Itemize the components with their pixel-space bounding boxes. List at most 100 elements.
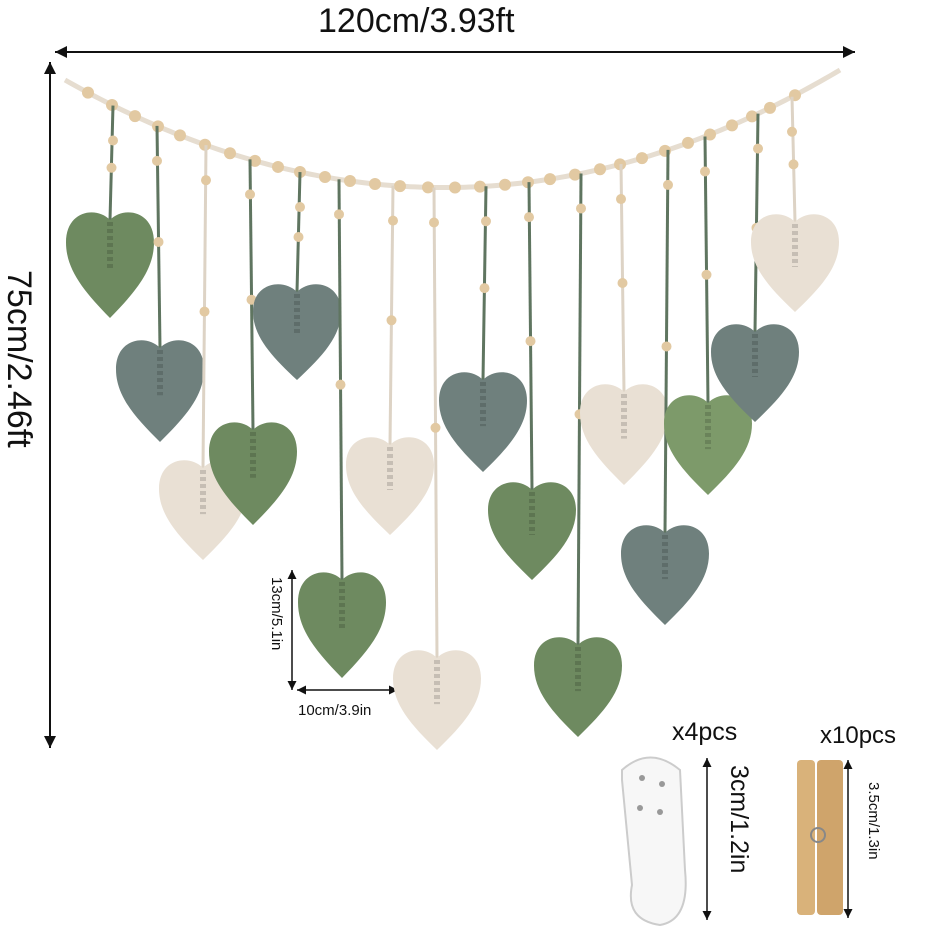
clip-quantity: x10pcs <box>820 722 897 749</box>
height-arrow-head <box>44 62 56 74</box>
cord-bead <box>388 215 398 226</box>
cord-bead <box>616 194 626 205</box>
macrame-leaf <box>621 525 709 625</box>
height-arrow-head <box>44 736 56 748</box>
width-label: 120cm/3.93ft <box>318 2 515 40</box>
cord-bead <box>334 209 344 220</box>
macrame-leaf <box>116 340 204 442</box>
wall-hook-icon <box>621 756 687 927</box>
rope-bead <box>174 129 186 142</box>
hook-size: 3cm/1.2in <box>725 765 753 874</box>
cord-bead <box>481 216 491 227</box>
cord-bead <box>661 341 672 352</box>
leaf-width-arrow-head <box>297 685 306 695</box>
rope-bead <box>682 136 694 149</box>
macrame-leaf <box>66 212 154 318</box>
macrame-leaf <box>580 384 668 485</box>
cord-bead <box>617 278 628 289</box>
cord-bead <box>701 269 712 280</box>
cord-bead <box>335 379 346 390</box>
rope-bead <box>82 86 94 99</box>
hook-nail-hole <box>637 805 643 811</box>
cord-bead <box>524 212 534 223</box>
hook-nail-hole <box>657 809 663 815</box>
macrame-leaf <box>751 214 839 312</box>
cord-bead <box>108 135 118 146</box>
rope-bead <box>449 181 461 194</box>
clip-size-arrow-head <box>843 760 853 769</box>
cord-bead <box>386 315 397 326</box>
rope-bead <box>319 170 331 183</box>
clothespin-spring <box>810 827 826 843</box>
rope-bead <box>272 160 284 173</box>
cord-bead <box>430 422 441 433</box>
rope-bead <box>422 181 434 194</box>
cord-bead <box>700 166 710 177</box>
rope-bead <box>704 128 716 141</box>
rope-bead <box>569 168 581 181</box>
macrame-leaf <box>393 650 481 750</box>
leaf-height-label: 13cm/5.1in <box>268 577 285 651</box>
cord-bead <box>525 336 536 347</box>
width-arrow-head <box>55 46 67 58</box>
cord-bead <box>788 159 799 170</box>
cord-bead <box>479 283 490 294</box>
cord-bead <box>201 175 211 186</box>
rope-bead <box>499 178 511 191</box>
macrame-leaf <box>664 395 752 495</box>
macrame-leaf <box>534 637 622 737</box>
height-label: 75cm/2.46ft <box>0 270 38 448</box>
leaf-height-arrow-head <box>287 681 297 690</box>
clothespin-icon <box>797 760 815 915</box>
rope <box>63 67 842 191</box>
cord-bead <box>576 203 586 214</box>
leaf-width-arrow-head <box>389 685 398 695</box>
macrame-leaf <box>346 437 434 535</box>
rope-bead <box>764 101 776 114</box>
clothespin-half <box>817 760 843 915</box>
macrame-leaf <box>488 482 576 580</box>
cord-bead <box>245 189 255 200</box>
macrame-leaf <box>439 372 527 472</box>
rope-bead <box>369 178 381 190</box>
cord-bead <box>429 217 439 228</box>
hook-nail-hole <box>639 775 645 781</box>
rope-bead <box>106 99 118 112</box>
rope-bead <box>249 154 261 167</box>
leaf-width-label: 10cm/3.9in <box>298 702 372 719</box>
cord-bead <box>295 202 305 213</box>
rope-bead <box>636 152 648 165</box>
hook-size-arrow-head <box>702 758 712 767</box>
cord-bead <box>246 294 257 305</box>
hook-quantity: x4pcs <box>672 718 738 746</box>
cord-bead <box>787 126 797 137</box>
cord-bead <box>663 179 673 190</box>
cord-bead <box>199 306 210 317</box>
cord-bead <box>753 143 763 154</box>
rope-bead <box>344 174 356 187</box>
leaf-height-arrow-head <box>287 570 297 579</box>
rope-bead <box>544 173 556 186</box>
rope-bead <box>726 119 738 132</box>
rope-bead <box>746 110 758 123</box>
macrame-leaf <box>253 284 341 380</box>
rope-bead <box>224 147 236 160</box>
rope-bead <box>199 138 211 151</box>
macrame-leaf <box>711 324 799 422</box>
rope-bead <box>594 163 606 176</box>
cord-bead <box>106 162 117 173</box>
cord-bead <box>293 232 304 243</box>
clip-size-arrow-head <box>843 909 853 918</box>
macrame-leaf <box>209 422 297 525</box>
rope-bead <box>394 180 406 193</box>
macrame-leaf <box>298 572 386 678</box>
width-arrow-head <box>843 46 855 58</box>
cord-bead <box>152 155 162 166</box>
hook-size-arrow-head <box>702 911 712 920</box>
cord-bead <box>153 236 164 247</box>
rope-bead <box>474 180 486 193</box>
clip-size: 3.5cm/1.3in <box>865 782 882 860</box>
hook-nail-hole <box>659 781 665 787</box>
rope-bead <box>129 110 141 123</box>
